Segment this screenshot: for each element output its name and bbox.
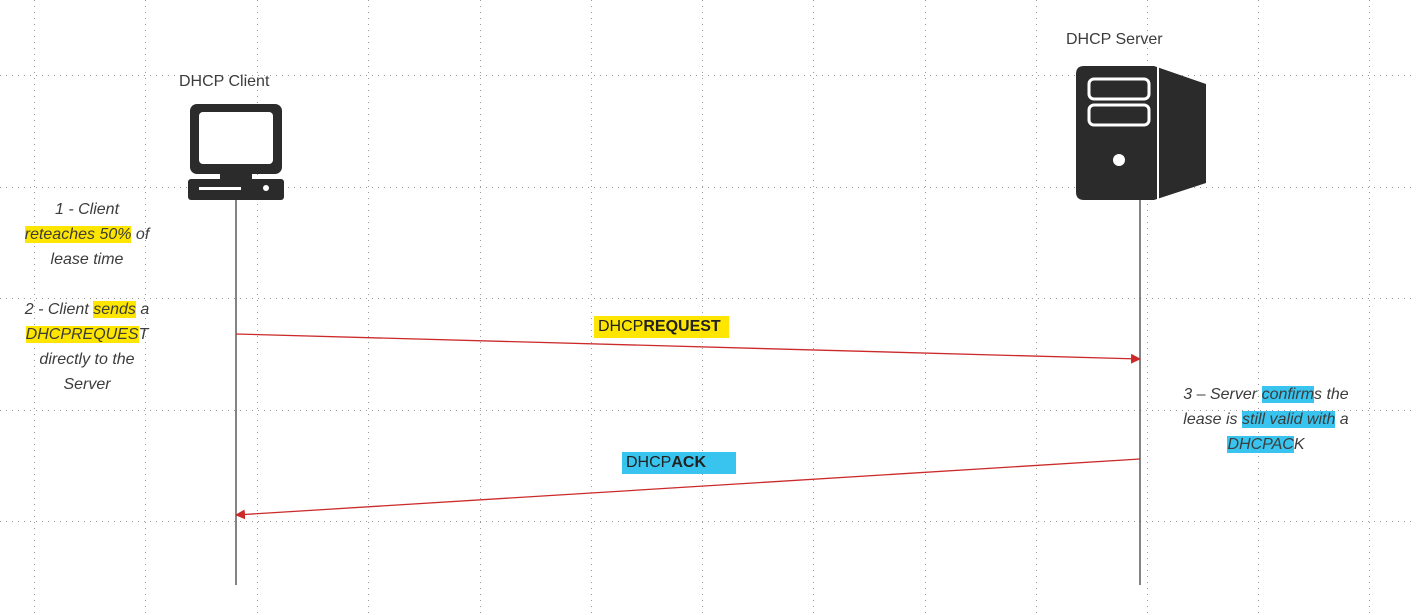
server-label: DHCP Server — [1066, 31, 1163, 48]
client-label: DHCP Client — [179, 73, 270, 90]
dhcpack-label: DHCPACK — [622, 452, 737, 474]
computer-monitor-icon — [188, 104, 284, 200]
dhcpack-arrow — [235, 458, 1141, 520]
step1-note: 1 - Client reteaches 50% of lease time — [24, 201, 150, 268]
dhcprequest-arrow — [235, 333, 1141, 364]
step3-note: 3 – Server confirms the lease is still v… — [1183, 386, 1349, 453]
server-tower-icon — [1076, 66, 1206, 200]
dhcprequest-label: DHCPREQUEST — [594, 316, 729, 338]
step2-note: 2 - Client sends a DHCPREQUEST directly … — [24, 301, 150, 393]
